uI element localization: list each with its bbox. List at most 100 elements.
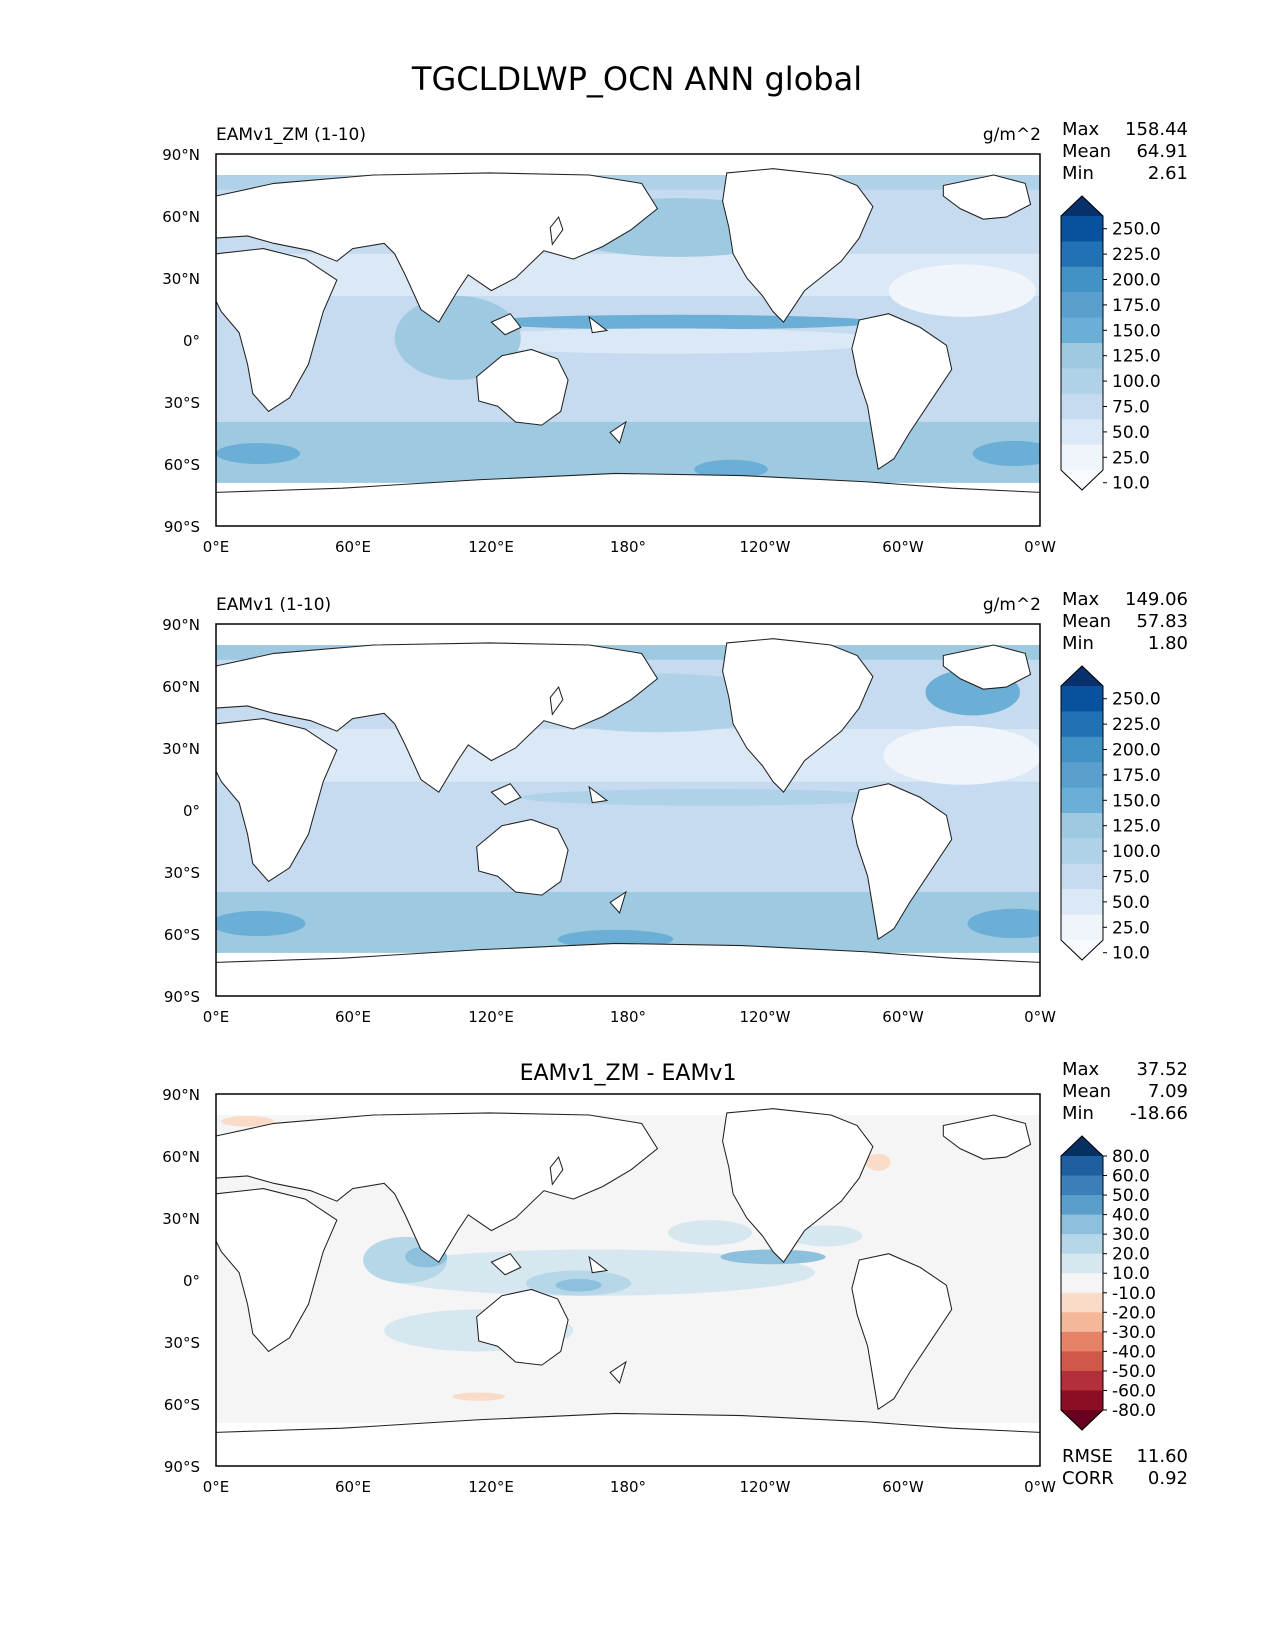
panel-1-colorbar-segment xyxy=(1061,444,1103,471)
panel-2-xtick-6: 0°W xyxy=(1024,1008,1056,1026)
panel-2-colorbar-segment xyxy=(1061,863,1103,890)
panel-1-colorbar-label: 25.0 xyxy=(1112,448,1150,468)
panel-1-colorbar-label: 50.0 xyxy=(1112,423,1150,443)
panel-2-title: EAMv1 (1-10) xyxy=(216,595,331,615)
panel-3-colorbar-segment xyxy=(1061,1312,1103,1333)
panel-2-mean-label: Mean xyxy=(1062,611,1111,632)
panel-2-colorbar-label: 200.0 xyxy=(1112,741,1161,761)
panel-3-title: EAMv1_ZM - EAMv1 xyxy=(520,1061,737,1086)
panel-3-colorbar-label: 80.0 xyxy=(1112,1147,1150,1167)
panel-3-colorbar-segment xyxy=(1061,1253,1103,1274)
panel-2-colorbar-label: 75.0 xyxy=(1112,868,1150,888)
panel-2-ytick-3: 0° xyxy=(183,802,200,820)
panel-2-colorbar-segment xyxy=(1061,889,1103,916)
panel-2-xtick-4: 120°W xyxy=(740,1008,791,1026)
panel-1-max-value: 158.44 xyxy=(1125,119,1188,140)
panel-2-min-label: Min xyxy=(1062,633,1094,654)
panel-2-ytick-1: 60°N xyxy=(162,678,200,696)
panel-1-xtick-6: 0°W xyxy=(1024,538,1056,556)
panel-1-xtick-0: 0°E xyxy=(203,538,230,556)
panel-3-colorbar-segment xyxy=(1061,1175,1103,1196)
panel-3-ytick-6: 90°S xyxy=(164,1458,200,1476)
panel-2-map xyxy=(216,624,1040,996)
panel-2-max-value: 149.06 xyxy=(1125,589,1188,610)
panel-1-xtick-5: 60°W xyxy=(882,538,924,556)
panel-1-colorbar-extend-min xyxy=(1061,470,1103,490)
panel-1-colorbar-segment xyxy=(1061,241,1103,268)
panel-3-colorbar-segment xyxy=(1061,1195,1103,1216)
panel-1-colorbar-outline xyxy=(1060,195,1104,491)
panel-2-colorbar-segment xyxy=(1061,762,1103,789)
panel-3-colorbar-extend-max xyxy=(1061,1136,1103,1156)
panel-3-xtick-4: 120°W xyxy=(740,1478,791,1496)
panel-2-units: g/m^2 xyxy=(983,595,1041,615)
panel-1-colorbar-segment xyxy=(1061,343,1103,369)
panel-1-ytick-0: 90°N xyxy=(162,146,200,164)
panel-3-colorbar-label: 50.0 xyxy=(1112,1186,1150,1206)
panel-1-colorbar-segment xyxy=(1061,368,1103,395)
panel-1-xtick-1: 60°E xyxy=(335,538,371,556)
panel-2-ytick-2: 30°N xyxy=(162,740,200,758)
panel-1-colorbar-label: 75.0 xyxy=(1112,398,1150,418)
panel-3-colorbar-label: -20.0 xyxy=(1112,1303,1156,1323)
panel-3-map xyxy=(216,1094,1040,1466)
panel-1-colorbar-label: 100.0 xyxy=(1112,372,1161,392)
panel-1-colorbar-segment xyxy=(1061,317,1103,344)
panel-1-colorbar-segment xyxy=(1061,419,1103,446)
panel-3-corr-value: 0.92 xyxy=(1148,1468,1188,1489)
panel-3-colorbar-segment xyxy=(1061,1370,1103,1391)
panel-2-ytick-5: 60°S xyxy=(164,926,200,944)
panel-3-ytick-4: 30°S xyxy=(164,1334,200,1352)
panel-1-colorbar-label: 250.0 xyxy=(1112,220,1161,240)
panel-1-colorbar: 250.0 225.0 200.0 175.0 150.0 125.0 100.0 75.0 5… xyxy=(1060,195,1161,494)
panel-2-ytick-6: 90°S xyxy=(164,988,200,1006)
panel-3-colorbar-label: 60.0 xyxy=(1112,1167,1150,1187)
panel-2-xtick-2: 120°E xyxy=(468,1008,514,1026)
panel-2-colorbar-label: 225.0 xyxy=(1112,715,1161,735)
panel-2-colorbar-segment xyxy=(1061,787,1103,814)
panel-3-colorbar-label: -60.0 xyxy=(1112,1381,1156,1401)
panel-2-colorbar-label: 250.0 xyxy=(1112,690,1161,710)
panel-1-xtick-2: 120°E xyxy=(468,538,514,556)
panel-3-colorbar-label: 20.0 xyxy=(1112,1245,1150,1265)
panel-1-colorbar-extend-max xyxy=(1061,196,1103,216)
panel-2-min-value: 1.80 xyxy=(1148,633,1188,654)
panel-2-colorbar-label: 10.0 xyxy=(1112,944,1150,964)
panel-3-xtick-5: 60°W xyxy=(882,1478,924,1496)
panel-3-colorbar-extend-min xyxy=(1061,1410,1103,1430)
panel-2-ytick-4: 30°S xyxy=(164,864,200,882)
panel-1-frame xyxy=(215,153,1041,527)
figure-title: TGCLDLWP_OCN ANN global xyxy=(411,60,862,98)
panel-1-colorbar-label: 225.0 xyxy=(1112,245,1161,265)
panel-3-colorbar-segment xyxy=(1061,1234,1103,1255)
panel-1-ytick-2: 30°N xyxy=(162,270,200,288)
panel-2-colorbar-label: 25.0 xyxy=(1112,918,1150,938)
panel-2-colorbar-label: 50.0 xyxy=(1112,893,1150,913)
panel-3-colorbar-segment xyxy=(1061,1292,1103,1313)
panel-3-colorbar-label: -40.0 xyxy=(1112,1342,1156,1362)
panel-3-colorbar-segment xyxy=(1061,1156,1103,1177)
panel-3: EAMv1_ZM - EAMv1 90°N xyxy=(162,1059,1188,1496)
panel-1-min-value: 2.61 xyxy=(1148,163,1188,184)
panel-3-ytick-5: 60°S xyxy=(164,1396,200,1414)
panel-1-colorbar-segment xyxy=(1061,216,1103,242)
panel-2-colorbar-extend-max xyxy=(1061,666,1103,686)
panel-1-colorbar-segment xyxy=(1061,393,1103,420)
panel-3-ytick-0: 90°N xyxy=(162,1086,200,1104)
panel-1-colorbar-label: 175.0 xyxy=(1112,296,1161,316)
panel-3-ytick-3: 0° xyxy=(183,1272,200,1290)
panel-3-colorbar-label: 40.0 xyxy=(1112,1206,1150,1226)
panel-2-colorbar-extend-min xyxy=(1061,940,1103,960)
panel-3-ytick-1: 60°N xyxy=(162,1148,200,1166)
panel-1-ytick-5: 60°S xyxy=(164,456,200,474)
panel-3-colorbar-segment xyxy=(1061,1214,1103,1235)
panel-2-colorbar-segment xyxy=(1061,711,1103,738)
panel-1-map xyxy=(216,154,1040,526)
panel-2-xtick-3: 180° xyxy=(610,1008,646,1026)
panel-1-colorbar-label: 10.0 xyxy=(1112,474,1150,494)
panel-3-colorbar-segment xyxy=(1061,1390,1103,1411)
panel-1-mean-value: 64.91 xyxy=(1136,141,1188,162)
panel-1-colorbar-segment xyxy=(1061,266,1103,293)
panel-1-units: g/m^2 xyxy=(983,125,1041,145)
